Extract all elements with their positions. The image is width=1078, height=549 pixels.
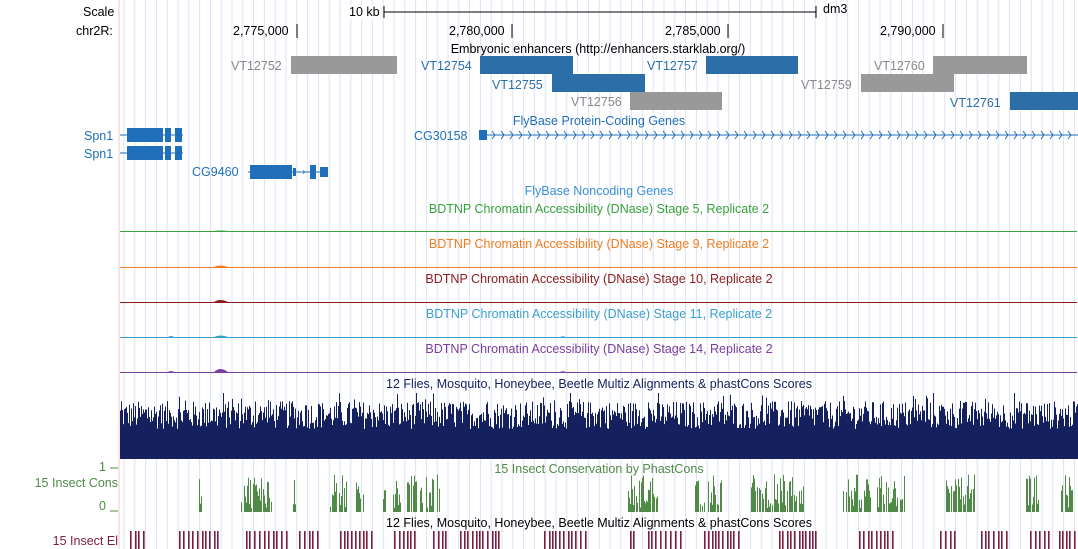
scale-label: Scale [83, 5, 115, 19]
gene-cg30158 [479, 130, 1078, 140]
gene-models[interactable]: → [0, 124, 1078, 184]
dnase-stage10-title: BDTNP Chromatin Accessibility (DNase) St… [425, 272, 773, 286]
noncoding-track-title: FlyBase Noncoding Genes [524, 184, 674, 198]
dnase-stage11-title: BDTNP Chromatin Accessibility (DNase) St… [425, 307, 773, 321]
insect-cons-track-title: 15 Insect Conservation by PhastCons [494, 462, 704, 476]
enhancer-label-vt12761[interactable]: VT12761 [950, 96, 1001, 110]
dnase-stage10-signal [120, 302, 1077, 303]
gene-label-spn1-a[interactable]: Spn1 [84, 129, 114, 143]
insect-cons-axis-bottom: 0 [99, 499, 106, 513]
enhancer-vt12761[interactable] [1010, 92, 1078, 110]
insect-cons-axis-ticks [110, 467, 118, 512]
chrom-label: chr2R: [76, 24, 113, 38]
position-tick-marks [296, 24, 944, 38]
dnase-peaks [168, 230, 566, 372]
position-tick-1: 2,775,000 [233, 24, 289, 38]
dnase-stage9-title: BDTNP Chromatin Accessibility (DNase) St… [428, 237, 770, 251]
dnase-stage14-signal [120, 372, 1077, 373]
genes-track-title: FlyBase Protein-Coding Genes [512, 114, 686, 128]
enhancer-label-vt12756[interactable]: VT12756 [571, 95, 622, 109]
gene-label-cg30158[interactable]: CG30158 [414, 129, 468, 143]
insect-cons-row-label[interactable]: 15 Insect Cons [34, 476, 118, 490]
enhancer-vt12760[interactable] [933, 56, 1027, 74]
enhancer-label-vt12755[interactable]: VT12755 [492, 78, 543, 92]
dnase-stage14-title: BDTNP Chromatin Accessibility (DNase) St… [425, 342, 773, 356]
dnase-stage5-title: BDTNP Chromatin Accessibility (DNase) St… [428, 202, 770, 216]
scale-bar-label: 10 kb [349, 5, 380, 19]
conserved-elements-plot [130, 531, 1076, 549]
position-tick-2: 2,780,000 [449, 24, 505, 38]
gene-spn1-b [120, 146, 183, 160]
enhancer-vt12756[interactable] [630, 92, 722, 110]
svg-text:→: → [298, 168, 306, 178]
enhancer-label-vt12760[interactable]: VT12760 [874, 59, 925, 73]
enhancer-label-vt12757[interactable]: VT12757 [647, 59, 698, 73]
enhancers-track-title: Embryonic enhancers (http://enhancers.st… [450, 42, 746, 56]
enhancer-vt12759[interactable] [861, 74, 954, 92]
dnase-stage11-signal [120, 337, 1077, 338]
insect-el-row-label[interactable]: 15 Insect El [52, 534, 118, 548]
position-tick-4: 2,790,000 [880, 24, 936, 38]
enhancer-label-vt12752[interactable]: VT12752 [231, 59, 282, 73]
multiz-conservation-plot [120, 393, 1078, 459]
enhancer-label-vt12754[interactable]: VT12754 [421, 59, 472, 73]
enhancer-vt12757[interactable] [706, 56, 798, 74]
gene-label-cg9460[interactable]: CG9460 [192, 165, 239, 179]
enhancer-label-vt12759[interactable]: VT12759 [801, 78, 852, 92]
insect-cons-axis-top: 1 [99, 460, 106, 474]
enhancer-vt12752[interactable] [291, 56, 397, 74]
gene-label-spn1-b[interactable]: Spn1 [84, 147, 114, 161]
insect-el-track-title: 12 Flies, Mosquito, Honeybee, Beetle Mul… [386, 516, 812, 530]
multiz-track-title: 12 Flies, Mosquito, Honeybee, Beetle Mul… [386, 377, 812, 391]
enhancer-vt12755[interactable] [552, 74, 645, 92]
enhancer-vt12754[interactable] [480, 56, 573, 74]
dnase-stage9-signal [120, 267, 1077, 268]
assembly-label: dm3 [823, 2, 848, 16]
gene-spn1-a [120, 128, 183, 142]
position-tick-3: 2,785,000 [665, 24, 721, 38]
scale-bar [383, 6, 817, 18]
phastcons-plot [199, 474, 1073, 512]
dnase-stage5-signal [120, 231, 1077, 232]
gene-cg9460: → [248, 165, 328, 179]
